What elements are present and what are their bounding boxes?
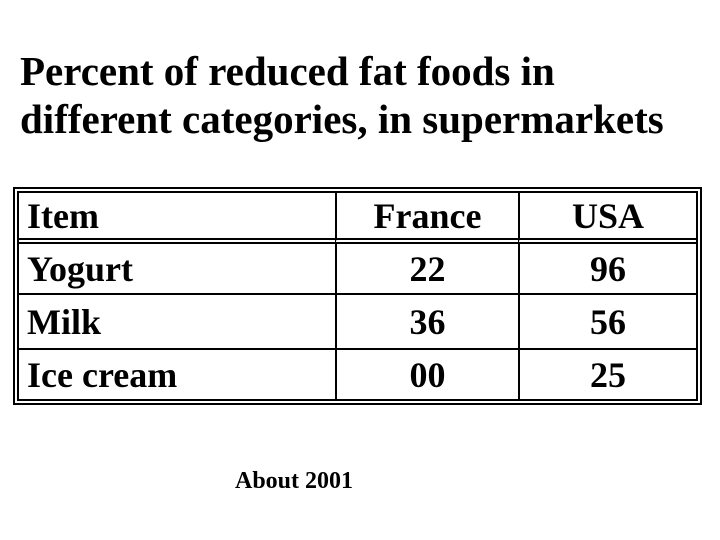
page-title-line1: Percent of reduced fat foods in (20, 48, 555, 94)
table-cell-yogurt-usa: 96 (518, 244, 696, 293)
table-cell-milk-france: 36 (335, 293, 518, 348)
table-cell-icecream-france: 00 (335, 348, 518, 399)
table-cell-yogurt-item: Yogurt (27, 248, 133, 289)
reduced-fat-table: Item France USA Yogurt 22 96 Milk 36 56 … (13, 187, 702, 405)
table-cell-yogurt-france: 22 (335, 244, 518, 293)
table-cell-icecream-usa: 25 (518, 348, 696, 399)
page-title: Percent of reduced fat foods in differen… (20, 47, 700, 143)
table-cell-icecream-item: Ice cream (19, 348, 335, 399)
table-header-france: France (335, 193, 518, 244)
table-cell-milk-item: Milk (19, 293, 335, 348)
table-cell-milk-usa: 56 (518, 293, 696, 348)
page-title-line2: different categories, in supermarkets (20, 96, 664, 142)
footnote-about-2001: About 2001 (235, 468, 354, 494)
table-header-usa: USA (518, 193, 696, 244)
table-header-item: Item (19, 193, 335, 244)
